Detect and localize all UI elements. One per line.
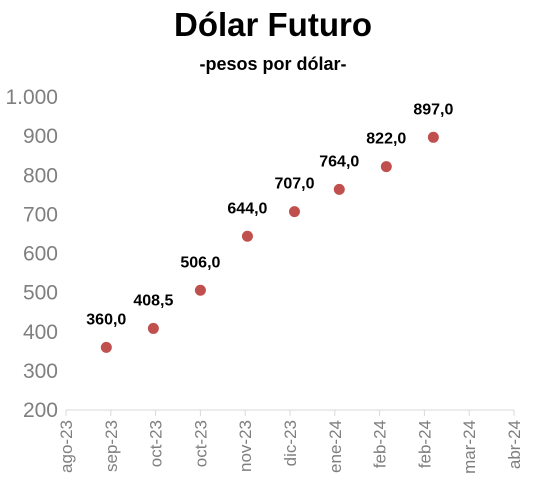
y-tick-label: 600	[23, 243, 58, 266]
data-label: 764,0	[319, 153, 359, 170]
x-tick-label: nov-23	[236, 420, 255, 472]
y-axis-ticks: 200 300 400 500 600 700 800 900 1.000	[5, 86, 58, 422]
data-label: 897,0	[413, 101, 453, 118]
data-label: 506,0	[180, 254, 220, 271]
data-point	[427, 131, 439, 143]
y-tick-label: 500	[23, 282, 58, 305]
x-axis-ticks: ago-23 sep-23 oct-23 oct-23 nov-23 dic-23 ene-…	[57, 420, 524, 474]
x-tick-label: feb-24	[371, 420, 390, 468]
data-point	[333, 183, 345, 195]
y-tick-label: 200	[23, 399, 58, 422]
x-axis-tickmarks	[65, 410, 515, 416]
y-tick-label: 400	[23, 321, 58, 344]
data-point	[194, 284, 206, 296]
data-label: 644,0	[227, 200, 267, 217]
x-tick-label: oct-23	[147, 420, 166, 467]
data-labels: 360,0 408,5 506,0 644,0 707,0 764,0 822,0 897,0	[86, 101, 453, 328]
data-label: 822,0	[366, 131, 406, 148]
x-tick-label: sep-23	[102, 420, 121, 472]
y-tick-label: 300	[23, 360, 58, 383]
data-point	[241, 230, 253, 242]
data-point	[288, 206, 300, 218]
data-label: 408,5	[133, 292, 173, 309]
y-tick-label: 700	[23, 203, 58, 226]
chart-title: Dólar Futuro	[174, 6, 372, 43]
x-tick-label: mar-24	[460, 420, 479, 474]
y-tick-label: 1.000	[5, 86, 58, 109]
data-point	[147, 322, 159, 334]
x-tick-label: oct-23	[191, 420, 210, 467]
y-tick-label: 900	[23, 125, 58, 148]
data-label: 360,0	[86, 311, 126, 328]
data-point	[380, 161, 392, 173]
x-tick-label: abr-24	[505, 420, 524, 469]
x-tick-label: ene-24	[326, 420, 345, 473]
data-point	[100, 341, 112, 353]
x-tick-label: dic-23	[281, 420, 300, 466]
y-tick-label: 800	[23, 164, 58, 187]
data-points	[100, 131, 439, 353]
chart-subtitle: -pesos por dólar-	[199, 54, 347, 74]
data-label: 707,0	[274, 176, 314, 193]
x-tick-label: feb-24	[415, 420, 434, 468]
x-tick-label: ago-23	[57, 420, 76, 473]
